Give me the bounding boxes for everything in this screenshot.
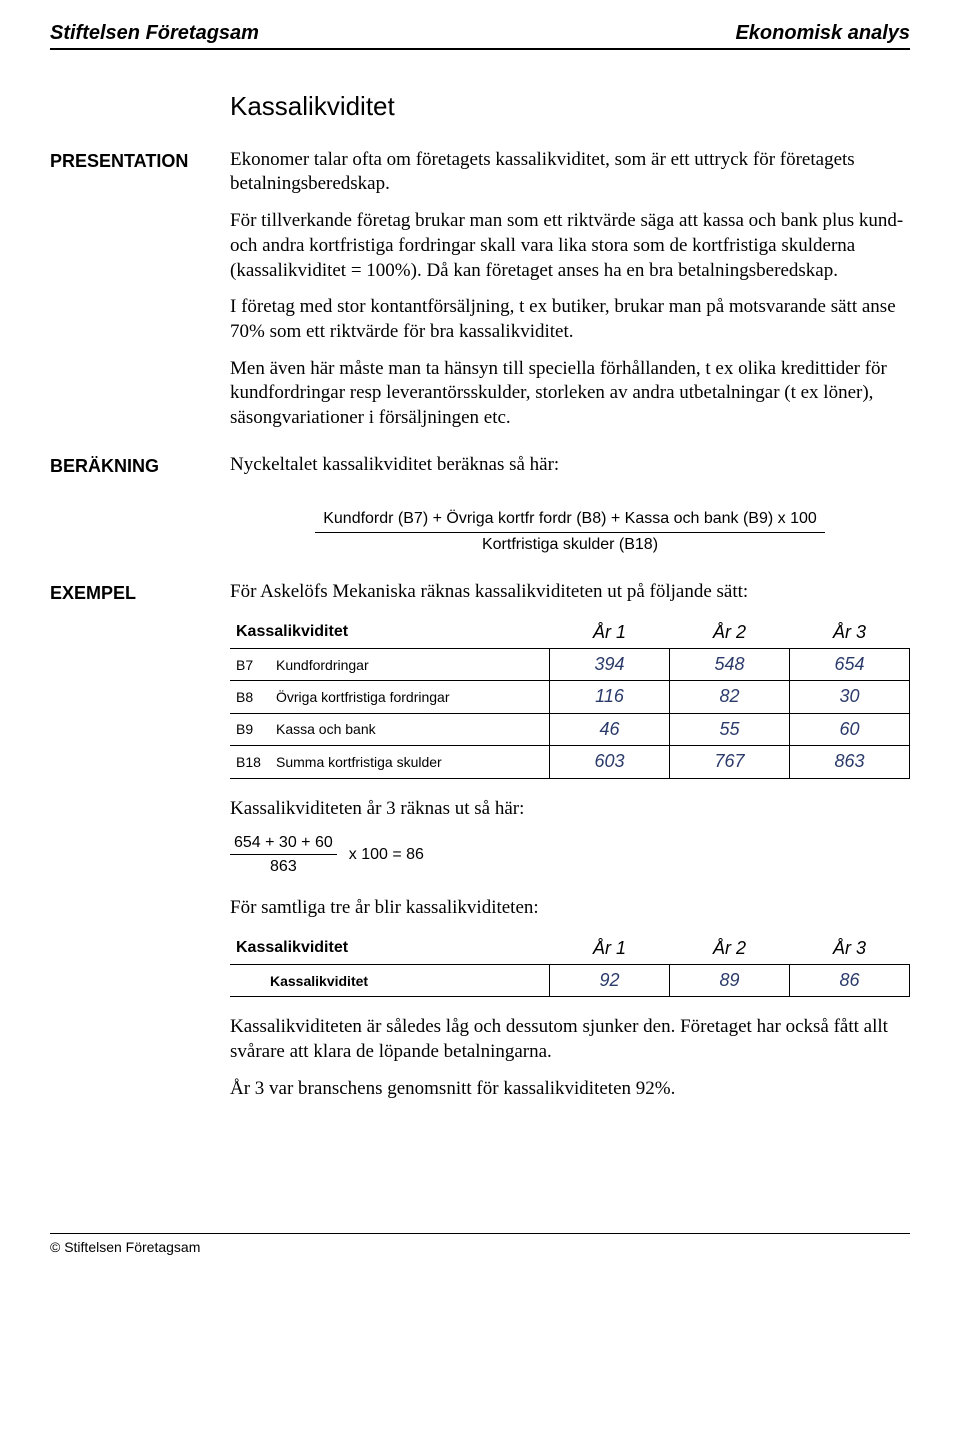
table-year-header: År 2 [670, 617, 790, 649]
exempel-label: EXEMPEL [50, 580, 230, 1113]
table-year-header: År 3 [790, 617, 910, 649]
page-header: Stiftelsen Företagsam Ekonomisk analys [50, 20, 910, 50]
row-code: B7 [230, 649, 270, 681]
row-val: 394 [550, 649, 670, 681]
row-val: 60 [790, 713, 910, 745]
table-title: Kassalikviditet [230, 617, 550, 649]
formula-numerator: Kundfordr (B7) + Övriga kortfr fordr (B8… [315, 509, 825, 533]
table-year-header: År 3 [790, 933, 910, 965]
presentation-label: PRESENTATION [50, 148, 230, 443]
paragraph: Ekonomer talar ofta om företagets kassal… [230, 148, 910, 197]
row-code: B9 [230, 713, 270, 745]
page-title: Kassalikviditet [230, 90, 910, 124]
paragraph: Kassalikviditeten år 3 räknas ut så här: [230, 797, 910, 822]
table-year-header: År 2 [670, 933, 790, 965]
row-val: 55 [670, 713, 790, 745]
page-footer: © Stiftelsen Företagsam [50, 1233, 910, 1256]
formula-row: Kundfordr (B7) + Övriga kortfr fordr (B8… [50, 499, 910, 570]
row-val: 30 [790, 681, 910, 713]
table-row: Kassalikviditet 92 89 86 [230, 964, 910, 996]
formula-denominator: Kortfristiga skulder (B18) [230, 535, 910, 556]
data-table-1: Kassalikviditet År 1 År 2 År 3 B7 Kundfo… [230, 617, 910, 779]
berakning-label: BERÄKNING [50, 453, 230, 490]
calc-expression: 654 + 30 + 60 863 x 100 = 86 [230, 833, 910, 878]
table-row: B18 Summa kortfristiga skulder 603 767 8… [230, 746, 910, 778]
paragraph: Nyckeltalet kassalikviditet beräknas så … [230, 453, 910, 478]
paragraph: I företag med stor kontantförsäljning, t… [230, 295, 910, 344]
formula: Kundfordr (B7) + Övriga kortfr fordr (B8… [230, 509, 910, 556]
calc-rest: x 100 = 86 [349, 845, 424, 866]
row-desc: Kassa och bank [270, 713, 550, 745]
calc-denominator: 863 [230, 855, 337, 878]
row-code: B8 [230, 681, 270, 713]
row-val: 603 [550, 746, 670, 778]
row-val: 46 [550, 713, 670, 745]
row-val: 654 [790, 649, 910, 681]
exempel-row: EXEMPEL För Askelöfs Mekaniska räknas ka… [50, 580, 910, 1113]
table-year-header: År 1 [550, 617, 670, 649]
paragraph: Men även här måste man ta hänsyn till sp… [230, 357, 910, 431]
row-val: 86 [790, 964, 910, 996]
title-row: Kassalikviditet [50, 90, 910, 138]
table-row: B8 Övriga kortfristiga fordringar 116 82… [230, 681, 910, 713]
presentation-row: PRESENTATION Ekonomer talar ofta om före… [50, 148, 910, 443]
table-row: B9 Kassa och bank 46 55 60 [230, 713, 910, 745]
calc-numerator: 654 + 30 + 60 [230, 833, 337, 855]
header-right: Ekonomisk analys [735, 20, 910, 46]
row-val: 82 [670, 681, 790, 713]
data-table-2: Kassalikviditet År 1 År 2 År 3 Kassalikv… [230, 933, 910, 998]
row-val: 548 [670, 649, 790, 681]
paragraph: För samtliga tre år blir kassalikviditet… [230, 896, 910, 921]
header-left: Stiftelsen Företagsam [50, 20, 259, 46]
table-year-header: År 1 [550, 933, 670, 965]
row-desc: Summa kortfristiga skulder [270, 746, 550, 778]
row-code: B18 [230, 746, 270, 778]
paragraph: För Askelöfs Mekaniska räknas kassalikvi… [230, 580, 910, 605]
row-val: 89 [670, 964, 790, 996]
row-val: 116 [550, 681, 670, 713]
row-desc: Kassalikviditet [230, 964, 550, 996]
row-desc: Övriga kortfristiga fordringar [270, 681, 550, 713]
berakning-row: BERÄKNING Nyckeltalet kassalikviditet be… [50, 453, 910, 490]
table-row: B7 Kundfordringar 394 548 654 [230, 649, 910, 681]
row-val: 863 [790, 746, 910, 778]
paragraph: För tillverkande företag brukar man som … [230, 209, 910, 283]
paragraph: Kassalikviditeten är således låg och des… [230, 1015, 910, 1064]
row-desc: Kundfordringar [270, 649, 550, 681]
table-title: Kassalikviditet [230, 933, 550, 965]
row-val: 767 [670, 746, 790, 778]
paragraph: År 3 var branschens genomsnitt för kassa… [230, 1077, 910, 1102]
footer-text: © Stiftelsen Företagsam [50, 1239, 200, 1255]
row-val: 92 [550, 964, 670, 996]
